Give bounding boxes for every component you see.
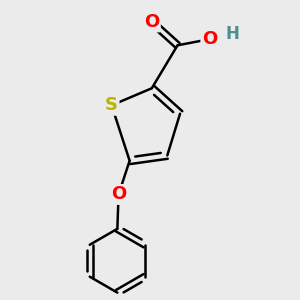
Text: H: H bbox=[226, 25, 240, 43]
Text: S: S bbox=[105, 96, 118, 114]
Text: O: O bbox=[202, 30, 217, 48]
Text: O: O bbox=[111, 185, 126, 203]
Text: O: O bbox=[144, 13, 159, 31]
